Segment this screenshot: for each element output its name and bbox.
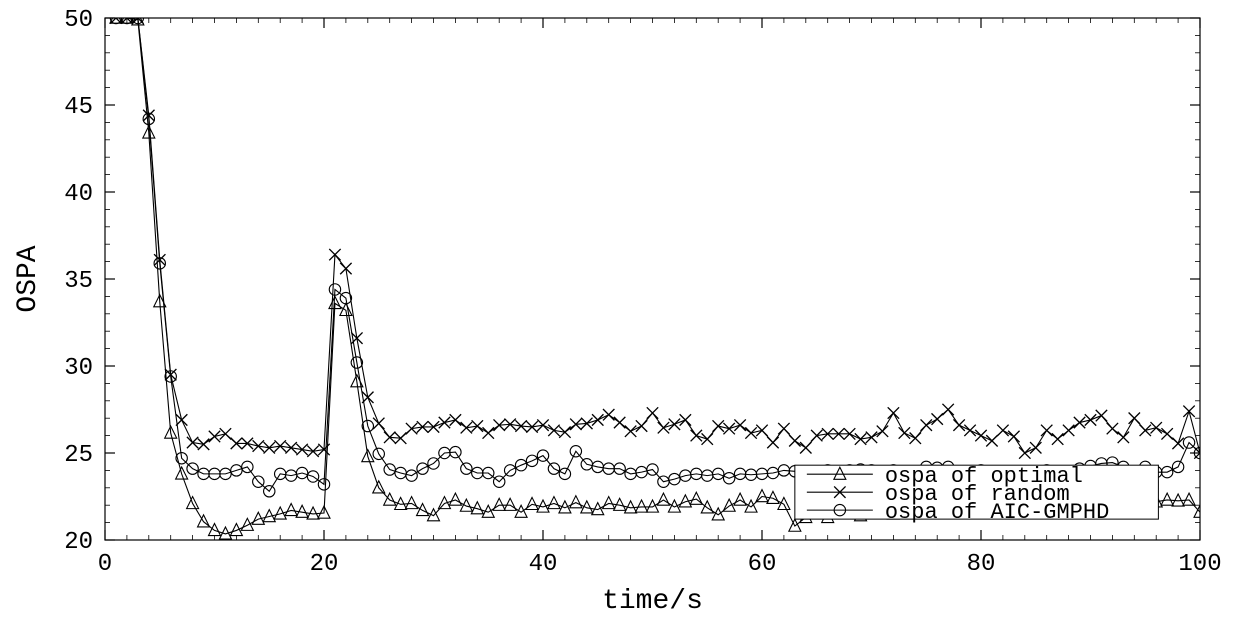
triangle-marker-icon [603,497,615,509]
x-tick-label: 0 [98,551,112,578]
x-tick-label: 40 [529,551,558,578]
triangle-marker-icon [460,499,472,511]
triangle-marker-icon [636,500,648,512]
triangle-marker-icon [548,497,560,509]
triangle-marker-icon [559,501,571,513]
triangle-marker-icon [778,497,790,509]
triangle-marker-icon [712,508,724,520]
y-axis-label: OSPA [13,245,44,312]
y-tick-label: 35 [64,268,93,295]
triangle-marker-icon [515,505,527,517]
triangle-marker-icon [581,501,593,513]
triangle-marker-icon [504,498,516,510]
y-tick-label: 20 [64,529,93,556]
plot-box [105,18,1200,540]
triangle-marker-icon [493,498,505,510]
y-tick-label: 30 [64,355,93,382]
triangle-marker-icon [241,518,253,530]
legend-label: ospa of AIC-GMPHD [885,500,1109,525]
triangle-marker-icon [701,501,713,513]
triangle-marker-icon [570,496,582,508]
triangle-marker-icon [734,493,746,505]
series-2 [110,12,1205,497]
ospa-chart: 02040608010020253035404550time/sOSPAospa… [0,0,1240,626]
series-0 [110,11,1206,539]
triangle-marker-icon [657,493,669,505]
triangle-marker-icon [417,504,429,516]
y-tick-label: 45 [64,94,93,121]
x-tick-label: 80 [967,551,996,578]
series-1 [110,12,1205,458]
x-axis-label: time/s [602,586,703,617]
x-tick-label: 60 [748,551,777,578]
series-line [116,18,1200,534]
triangle-marker-icon [449,493,461,505]
triangle-marker-icon [406,497,418,509]
triangle-marker-icon [285,504,297,516]
x-tick-label: 20 [310,551,339,578]
triangle-marker-icon [647,500,659,512]
y-tick-label: 50 [64,7,93,34]
triangle-marker-icon [230,524,242,536]
triangle-marker-icon [1161,493,1173,505]
y-tick-label: 25 [64,442,93,469]
triangle-marker-icon [209,524,221,536]
x-tick-label: 100 [1178,551,1221,578]
triangle-marker-icon [745,500,757,512]
chart-canvas: 02040608010020253035404550time/sOSPAospa… [0,0,1240,626]
triangle-marker-icon [668,500,680,512]
legend: ospa of optimalospa of randomospa of AIC… [795,464,1159,525]
series-line [116,18,1200,453]
triangle-marker-icon [1183,493,1195,505]
y-tick-label: 40 [64,181,93,208]
